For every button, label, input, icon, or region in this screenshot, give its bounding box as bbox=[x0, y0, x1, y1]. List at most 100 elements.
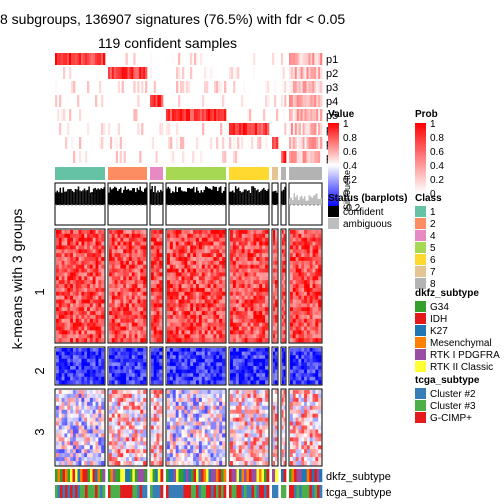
heatmap-cell bbox=[58, 362, 62, 367]
heatmap-cell bbox=[193, 405, 197, 411]
heatmap-cell bbox=[81, 358, 85, 363]
heatmap-cell bbox=[126, 397, 130, 403]
heatmap-cell bbox=[92, 291, 96, 296]
heatmap-cell bbox=[222, 405, 226, 411]
heatmap-cell bbox=[265, 330, 269, 335]
heatmap-cell bbox=[196, 284, 200, 289]
heatmap-cell bbox=[232, 433, 237, 438]
heatmap-cell bbox=[98, 295, 102, 300]
heatmap-cell bbox=[156, 230, 160, 235]
prob-cell bbox=[253, 67, 256, 79]
heatmap-cell bbox=[184, 376, 188, 381]
heatmap-cell bbox=[167, 429, 171, 434]
heatmap-cell bbox=[283, 366, 286, 370]
heatmap-cell bbox=[169, 417, 174, 422]
heatmap-cell bbox=[167, 233, 171, 239]
heatmap-cell bbox=[167, 376, 171, 381]
prob-cell bbox=[178, 67, 181, 79]
heatmap-cell bbox=[175, 453, 179, 458]
heatmap-cell bbox=[67, 425, 71, 430]
heatmap-cell bbox=[153, 245, 157, 250]
heatmap-cell bbox=[210, 257, 214, 262]
heatmap-cell bbox=[101, 433, 105, 438]
heatmap-cell bbox=[114, 421, 118, 426]
heatmap-cell bbox=[216, 230, 220, 235]
heatmap-cell bbox=[175, 401, 179, 407]
heatmap-cell bbox=[207, 453, 211, 458]
heatmap-cell bbox=[64, 287, 68, 293]
heatmap-cell bbox=[213, 362, 217, 367]
heatmap-cell bbox=[187, 326, 191, 331]
heatmap-cell bbox=[78, 299, 82, 304]
prob-cell bbox=[71, 137, 74, 149]
heatmap-cell bbox=[95, 264, 99, 269]
heatmap-cell bbox=[58, 425, 62, 430]
heatmap-cell bbox=[190, 303, 194, 308]
heatmap-cell bbox=[131, 401, 135, 407]
heatmap-cell bbox=[230, 287, 234, 293]
heatmap-cell bbox=[193, 314, 197, 320]
heatmap-cell bbox=[123, 405, 127, 411]
heatmap-cell bbox=[241, 257, 245, 262]
heatmap-cell bbox=[78, 260, 82, 266]
heatmap-cell bbox=[92, 318, 96, 323]
heatmap-cell bbox=[290, 373, 294, 378]
heatmap-cell bbox=[167, 425, 171, 430]
heatmap-cell bbox=[175, 445, 179, 450]
silhouette-barplot bbox=[54, 182, 323, 226]
heatmap-cell bbox=[109, 318, 113, 323]
heatmap-cell bbox=[256, 272, 260, 277]
heatmap-cell bbox=[114, 322, 118, 327]
heatmap-cell bbox=[159, 366, 163, 370]
heatmap-cell bbox=[207, 433, 211, 438]
heatmap-cell bbox=[265, 264, 269, 269]
heatmap-cell bbox=[283, 355, 286, 360]
heatmap-cell bbox=[304, 268, 308, 273]
heatmap-cell bbox=[207, 348, 211, 352]
heatmap-cell bbox=[172, 287, 176, 293]
heatmap-cell bbox=[210, 280, 214, 285]
heatmap-cell bbox=[250, 417, 254, 422]
heatmap-cell bbox=[137, 433, 141, 438]
heatmap-cell bbox=[98, 373, 102, 378]
heatmap-cell bbox=[298, 351, 302, 356]
heatmap-cell bbox=[292, 260, 296, 266]
heatmap-cell bbox=[131, 376, 135, 381]
heatmap-cell bbox=[244, 373, 248, 378]
heatmap-cell bbox=[64, 233, 68, 239]
prob-cell bbox=[69, 67, 72, 79]
heatmap-cell bbox=[75, 287, 79, 293]
heatmap-cell bbox=[134, 376, 138, 381]
heatmap-cell bbox=[253, 429, 257, 434]
heatmap-cell bbox=[219, 425, 223, 430]
heatmap-cell bbox=[67, 303, 71, 308]
heatmap-cell bbox=[101, 413, 105, 418]
heatmap-cell bbox=[184, 307, 188, 312]
heatmap-cell bbox=[123, 369, 127, 374]
heatmap-cell bbox=[134, 233, 138, 239]
heatmap-cell bbox=[167, 355, 171, 360]
heatmap-cell bbox=[169, 287, 174, 293]
heatmap-cell bbox=[219, 245, 223, 250]
heatmap-cell bbox=[178, 457, 182, 462]
heatmap-cell bbox=[159, 373, 163, 378]
heatmap-cell bbox=[126, 441, 130, 446]
heatmap-cell bbox=[282, 245, 284, 250]
heatmap-cell bbox=[250, 314, 254, 320]
heatmap-cell bbox=[61, 257, 65, 262]
heatmap-cell bbox=[175, 390, 179, 395]
heatmap-cell bbox=[172, 413, 176, 418]
heatmap-cell bbox=[131, 421, 135, 426]
heatmap-cell bbox=[72, 369, 77, 374]
heatmap-cell bbox=[81, 351, 85, 356]
prob-cell bbox=[292, 95, 296, 107]
heatmap-cell bbox=[84, 291, 88, 296]
heatmap-cell bbox=[111, 318, 115, 323]
silhouette-bar bbox=[88, 186, 90, 205]
heatmap-cell bbox=[84, 253, 88, 258]
heatmap-cell bbox=[283, 257, 286, 262]
heatmap-cell bbox=[151, 425, 155, 430]
heatmap-cell bbox=[250, 405, 254, 411]
heatmap-cell bbox=[111, 314, 115, 320]
prob-cell bbox=[235, 67, 238, 79]
